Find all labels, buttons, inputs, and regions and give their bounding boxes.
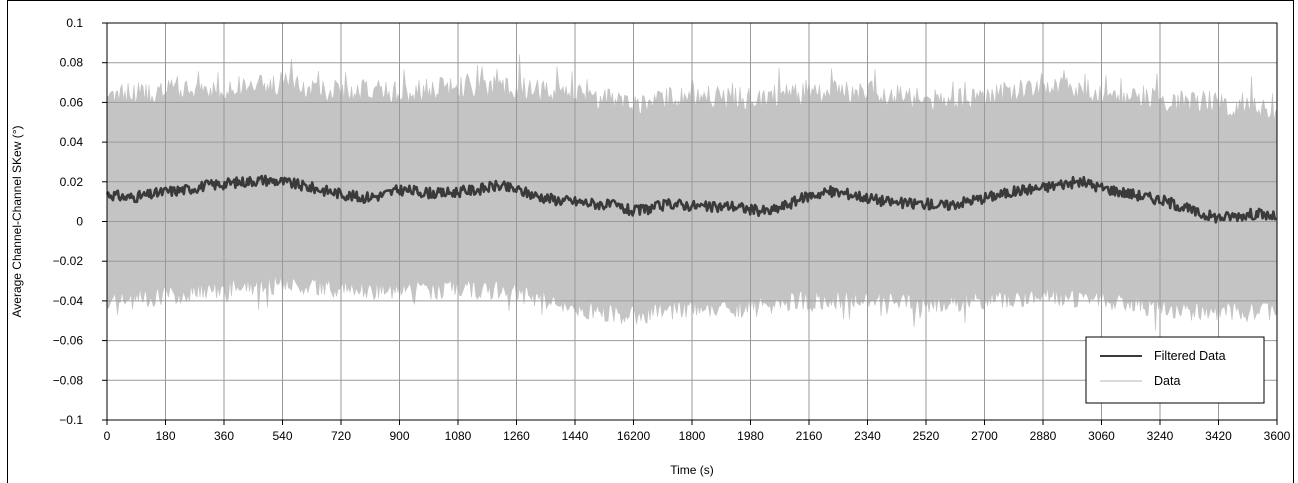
y-tick-label: −0.1 (59, 413, 83, 427)
y-tick-label: −0.08 (53, 373, 84, 387)
y-tick-label: −0.04 (53, 294, 84, 308)
legend-label: Filtered Data (1154, 349, 1226, 363)
x-tick-label: 3420 (1205, 429, 1232, 443)
x-tick-label: 2700 (971, 429, 998, 443)
axes: 0 180 360 540 720 900 1080 1260 1440 16200 1800 198… (53, 16, 1291, 443)
x-tick-label: 2160 (796, 429, 823, 443)
x-tick-label: 360 (214, 429, 234, 443)
filtered-data-path (105, 174, 1277, 224)
x-axis-title: Time (s) (670, 463, 714, 477)
x-tick-label: 2520 (913, 429, 940, 443)
x-tick-label: 0 (104, 429, 111, 443)
x-tick-label: 3060 (1088, 429, 1115, 443)
x-tick-label: 1440 (562, 429, 589, 443)
x-tick-label: 900 (389, 429, 409, 443)
legend-label: Data (1154, 374, 1180, 388)
y-tick-label: −0.06 (53, 334, 84, 348)
y-axis-title: Average Channel-Channel SKew (°) (10, 125, 24, 317)
legend: Filtered Data Data (1085, 336, 1265, 404)
x-tick-label: 3240 (1147, 429, 1174, 443)
x-tick-label: 1260 (503, 429, 530, 443)
x-tick-label: 16200 (617, 429, 651, 443)
y-tick-label: 0.1 (66, 16, 83, 30)
legend-box (1085, 336, 1265, 404)
x-tick-label: 2880 (1030, 429, 1057, 443)
y-tick-label: −0.02 (53, 254, 84, 268)
y-tick-label: 0 (76, 215, 83, 229)
x-tick-label: 720 (331, 429, 351, 443)
y-tick-label: 0.04 (60, 135, 84, 149)
x-tick-label: 1980 (737, 429, 764, 443)
x-tick-label: 540 (272, 429, 292, 443)
x-tick-label: 1800 (679, 429, 706, 443)
x-tick-label: 1080 (445, 429, 472, 443)
x-tick-label: 180 (155, 429, 175, 443)
y-tick-label: 0.02 (60, 175, 84, 189)
chart-frame (7, 0, 1294, 483)
y-tick-label: 0.06 (60, 95, 84, 109)
x-tick-label: 3600 (1264, 429, 1291, 443)
filtered-data-line (105, 174, 1277, 224)
y-tick-label: 0.08 (60, 56, 84, 70)
x-tick-label: 2340 (854, 429, 881, 443)
